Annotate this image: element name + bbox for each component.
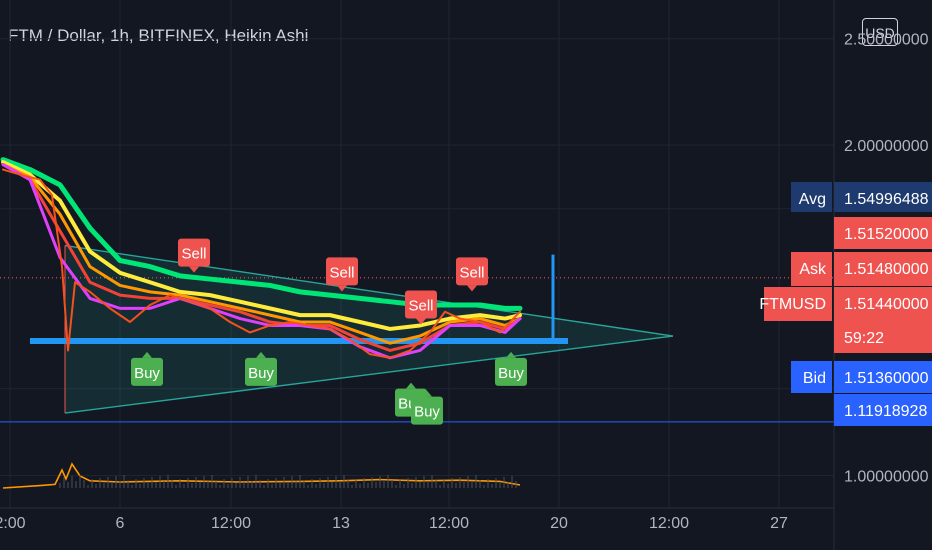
price-label-box bbox=[834, 252, 932, 286]
sell-marker-label: Sell bbox=[408, 298, 433, 315]
time-tick-label: 12:00 bbox=[429, 515, 469, 532]
price-label-name-box bbox=[791, 361, 832, 393]
sell-marker-pointer bbox=[189, 266, 199, 273]
price-label-box bbox=[834, 361, 932, 393]
buy-marker-pointer bbox=[406, 382, 416, 389]
sell-marker-label: Sell bbox=[329, 264, 354, 281]
sell-marker: Sell bbox=[405, 290, 437, 325]
buy-marker-pointer bbox=[422, 390, 432, 397]
price-label-bid: 1.51360000 Bid bbox=[791, 361, 932, 393]
sell-marker-box bbox=[178, 238, 210, 267]
buy-marker-box bbox=[411, 396, 443, 425]
price-labels: 1.54996488Avg1.515200001.51480000Ask1.51… bbox=[759, 182, 932, 426]
buy-marker-pointer bbox=[256, 351, 266, 358]
price-label-box bbox=[834, 217, 932, 249]
sell-marker: Sell bbox=[326, 257, 358, 292]
series-yellow bbox=[1, 160, 522, 331]
sell-marker-pointer bbox=[337, 285, 347, 292]
sell-marker-label: Sell bbox=[181, 246, 206, 263]
buy-marker-pointer bbox=[142, 351, 152, 358]
buy-marker-label: Buy bbox=[134, 365, 160, 382]
price-label-last: 1.51440000 59:22 FTMUSD bbox=[759, 287, 932, 353]
buy-marker: Buy bbox=[411, 390, 443, 425]
buy-marker-label: Buy bbox=[248, 365, 274, 382]
ribbon-series bbox=[0, 157, 523, 360]
price-label-value: 1.51480000 bbox=[844, 261, 929, 278]
buy-marker-box bbox=[131, 357, 163, 386]
time-tick-label: 12:00 bbox=[211, 515, 251, 532]
price-label-value: 1.51440000 bbox=[844, 296, 929, 313]
pattern-drawings bbox=[0, 244, 834, 423]
signal-markers: SellSellSellSellBuyBuyBuyBuyBuy bbox=[131, 238, 527, 425]
triangle-lower-line bbox=[64, 335, 674, 414]
sell-marker-pointer bbox=[416, 318, 426, 325]
series-orange bbox=[1, 163, 522, 345]
price-label-name-box bbox=[764, 287, 832, 321]
time-tick-label: 6 bbox=[116, 515, 125, 532]
triangle-upper-line bbox=[64, 244, 674, 337]
price-tick-label: 2.50000000 bbox=[844, 32, 929, 49]
buy-marker-label: Buy bbox=[414, 404, 440, 421]
sell-marker-pointer bbox=[467, 285, 477, 292]
price-label-value: 1.51360000 bbox=[844, 370, 929, 387]
price-label-ask: 1.51480000 Ask bbox=[791, 252, 932, 286]
sell-marker-label: Sell bbox=[459, 264, 484, 281]
buy-marker-box bbox=[245, 357, 277, 386]
buy-marker-label: Buy bbox=[498, 365, 524, 382]
price-label-name-box bbox=[791, 252, 832, 286]
price-label-value: 1.51520000 bbox=[844, 226, 929, 243]
sell-marker: Sell bbox=[456, 257, 488, 292]
price-label-avg: 1.54996488 Avg bbox=[791, 182, 932, 212]
price-label-countdown: 59:22 bbox=[844, 330, 884, 347]
price-label-ask1: 1.51520000 bbox=[834, 217, 932, 249]
grid bbox=[0, 0, 834, 508]
price-label-box bbox=[834, 182, 932, 212]
price-tick-label: 1.00000000 bbox=[844, 469, 929, 486]
triangle-fill bbox=[65, 245, 673, 414]
price-tick-label: 2.00000000 bbox=[844, 138, 929, 155]
series-price bbox=[2, 168, 521, 359]
buy-marker: Buy bbox=[495, 351, 527, 386]
sell-marker-box bbox=[326, 257, 358, 286]
currency-button[interactable]: USD bbox=[862, 18, 898, 46]
buy-marker: Buy bbox=[131, 351, 163, 386]
price-label-value: 1.11918928 bbox=[844, 403, 927, 420]
price-label-low: 1.11918928 bbox=[834, 394, 932, 426]
price-label-box bbox=[834, 287, 932, 353]
price-label-value: 1.54996488 bbox=[844, 191, 929, 208]
price-label-box bbox=[834, 394, 932, 426]
chart-title: FTM / Dollar, 1h, BITFINEX, Heikin Ashi bbox=[8, 26, 309, 45]
volume-pane bbox=[2, 462, 521, 489]
price-label-name: FTMUSD bbox=[759, 296, 826, 313]
time-tick-label: 20 bbox=[550, 515, 568, 532]
sell-marker: Sell bbox=[178, 238, 210, 273]
time-tick-label: 12:00 bbox=[649, 515, 689, 532]
buy-marker-box bbox=[495, 357, 527, 386]
sell-marker-box bbox=[405, 290, 437, 319]
time-tick-label: 13 bbox=[332, 515, 350, 532]
price-label-name: Bid bbox=[803, 370, 826, 387]
price-label-name: Avg bbox=[799, 191, 826, 208]
buy-marker: Buy bbox=[245, 351, 277, 386]
buy-marker-pointer bbox=[506, 351, 516, 358]
time-tick-label: 2:00 bbox=[0, 515, 26, 532]
sell-marker-box bbox=[456, 257, 488, 286]
volume-line bbox=[2, 462, 521, 489]
price-label-name-box bbox=[791, 182, 832, 212]
price-label-name: Ask bbox=[799, 261, 827, 278]
series-green bbox=[0, 157, 523, 311]
time-tick-label: 27 bbox=[770, 515, 788, 532]
